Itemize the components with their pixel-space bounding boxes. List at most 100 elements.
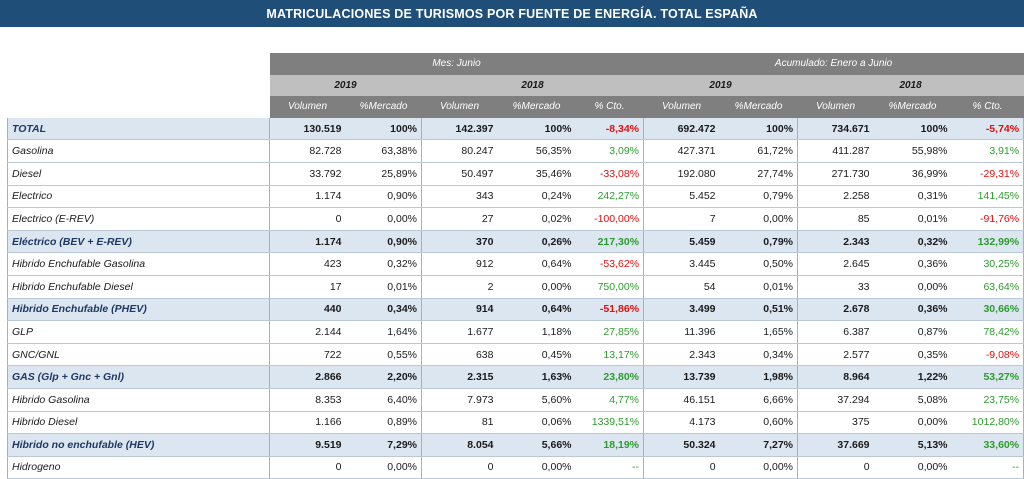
value-cell: 100% [873, 117, 952, 141]
table-row: GNC/GNL 722 0,55% 638 0,45% 13,17% 2.343 0,34% 2… [7, 343, 1024, 367]
registrations-table: Mes: Junio Acumulado: Enero a Junio 2019… [7, 53, 1024, 479]
growth-cell: -33,08% [575, 162, 644, 186]
value-cell: 100% [719, 117, 798, 141]
value-cell: 5,08% [873, 388, 952, 412]
report-title: MATRICULACIONES DE TURISMOS POR FUENTE D… [0, 0, 1024, 27]
column-header: %Mercado [345, 96, 422, 118]
value-cell: 7,27% [719, 433, 798, 457]
value-cell: 427.371 [643, 139, 720, 163]
value-cell: 1.174 [269, 185, 346, 209]
value-cell: 35,46% [497, 162, 576, 186]
value-cell: 0 [269, 207, 346, 231]
value-cell: 0,64% [497, 252, 576, 276]
value-cell: 2.144 [269, 320, 346, 344]
value-cell: 0,00% [719, 456, 798, 479]
table-row: Hidrogeno 0 0,00% 0 0,00% -- 0 0,00% 0 0,00% -- [7, 456, 1024, 479]
value-cell: 914 [421, 298, 498, 322]
growth-cell: -53,62% [575, 252, 644, 276]
table-row: GLP 2.144 1,64% 1.677 1,18% 27,85% 11.396 1,65%… [7, 320, 1024, 344]
growth-cell: 23,80% [575, 365, 644, 389]
year-header: 2018 [797, 74, 1024, 97]
value-cell: 13.739 [643, 365, 720, 389]
value-cell: 722 [269, 343, 346, 367]
value-cell: 63,38% [345, 139, 422, 163]
header-blank [7, 53, 270, 75]
value-cell: 440 [269, 298, 346, 322]
value-cell: 5.459 [643, 230, 720, 254]
value-cell: 0,34% [719, 343, 798, 367]
value-cell: 0,51% [719, 298, 798, 322]
value-cell: 0,36% [873, 252, 952, 276]
growth-cell: 4,77% [575, 388, 644, 412]
row-label: Hibrido Diesel [7, 411, 270, 435]
value-cell: 81 [421, 411, 498, 435]
value-cell: 0,79% [719, 185, 798, 209]
value-cell: 343 [421, 185, 498, 209]
value-cell: 0,45% [497, 343, 576, 367]
value-cell: 0,55% [345, 343, 422, 367]
growth-cell: 141,45% [951, 185, 1024, 209]
growth-cell: -- [951, 456, 1024, 479]
table-row-subtotal: Hibrido Enchufable (PHEV) 440 0,34% 914 0,64… [7, 298, 1024, 322]
value-cell: 370 [421, 230, 498, 254]
growth-cell: 78,42% [951, 320, 1024, 344]
column-header: %Mercado [497, 96, 576, 118]
value-cell: 11.396 [643, 320, 720, 344]
growth-cell: 23,75% [951, 388, 1024, 412]
growth-cell: -100,00% [575, 207, 644, 231]
value-cell: 36,99% [873, 162, 952, 186]
value-cell: 7,29% [345, 433, 422, 457]
growth-cell: 30,25% [951, 252, 1024, 276]
value-cell: 0,00% [873, 411, 952, 435]
growth-cell: 18,19% [575, 433, 644, 457]
value-cell: 82.728 [269, 139, 346, 163]
growth-cell: 13,17% [575, 343, 644, 367]
row-label: Diesel [7, 162, 270, 186]
growth-cell: 30,66% [951, 298, 1024, 322]
value-cell: 50.497 [421, 162, 498, 186]
value-cell: 0,35% [873, 343, 952, 367]
value-cell: 411.287 [797, 139, 874, 163]
value-cell: 56,35% [497, 139, 576, 163]
column-header: Volumen [269, 96, 346, 118]
value-cell: 2.866 [269, 365, 346, 389]
growth-cell: -9,08% [951, 343, 1024, 367]
value-cell: 2.577 [797, 343, 874, 367]
value-cell: 638 [421, 343, 498, 367]
value-cell: 27 [421, 207, 498, 231]
value-cell: 1.174 [269, 230, 346, 254]
row-label: Eléctrico (BEV + E-REV) [7, 230, 270, 254]
column-header: Volumen [643, 96, 720, 118]
growth-cell: 1339,51% [575, 411, 644, 435]
value-cell: 375 [797, 411, 874, 435]
value-cell: 0,64% [497, 298, 576, 322]
value-cell: 9.519 [269, 433, 346, 457]
growth-cell: -51,86% [575, 298, 644, 322]
value-cell: 2.343 [797, 230, 874, 254]
value-cell: 5,60% [497, 388, 576, 412]
value-cell: 1.166 [269, 411, 346, 435]
value-cell: 0,01% [873, 207, 952, 231]
column-header: Volumen [797, 96, 874, 118]
value-cell: 0,01% [345, 275, 422, 299]
value-cell: 192.080 [643, 162, 720, 186]
value-cell: 0,31% [873, 185, 952, 209]
table-row-subtotal: TOTAL 130.519 100% 142.397 100% -8,34% 692.472… [7, 117, 1024, 141]
growth-cell: 27,85% [575, 320, 644, 344]
year-header: 2019 [643, 74, 798, 97]
value-cell: 0,00% [497, 275, 576, 299]
value-cell: 85 [797, 207, 874, 231]
value-cell: 142.397 [421, 117, 498, 141]
value-cell: 1,98% [719, 365, 798, 389]
value-cell: 4.173 [643, 411, 720, 435]
column-header: % Cto. [575, 96, 644, 118]
value-cell: 6,40% [345, 388, 422, 412]
column-header: Volumen [421, 96, 498, 118]
table-row: Hibrido Gasolina 8.353 6,40% 7.973 5,60% 4,77… [7, 388, 1024, 412]
value-cell: 0,02% [497, 207, 576, 231]
table-row: Diesel 33.792 25,89% 50.497 35,46% -33,08% 192… [7, 162, 1024, 186]
value-cell: 0,90% [345, 185, 422, 209]
row-label: Hibrido no enchufable (HEV) [7, 433, 270, 457]
group-header-ytd: Acumulado: Enero a Junio [643, 53, 1024, 75]
growth-cell: 750,00% [575, 275, 644, 299]
